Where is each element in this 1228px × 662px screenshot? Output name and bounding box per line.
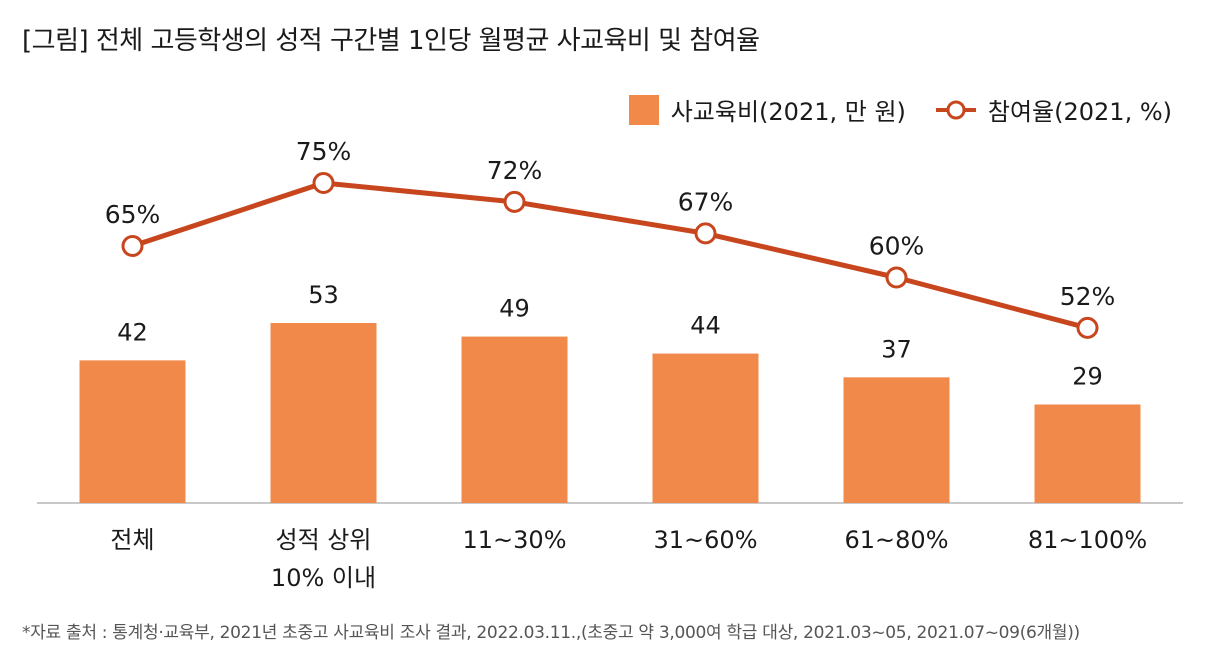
bar-value-label-1: 53 [308, 281, 339, 309]
chart-title: [그림] 전체 고등학생의 성적 구간별 1인당 월평균 사교육비 및 참여율 [22, 26, 760, 56]
legend-bar-swatch [628, 94, 659, 125]
bar-5 [1034, 404, 1141, 503]
legend-line-marker-icon [935, 100, 976, 119]
rate-value-label-5: 52% [1060, 282, 1116, 311]
bar-value-label-0: 42 [117, 318, 148, 346]
rate-value-label-3: 67% [678, 187, 734, 216]
rate-point-2 [503, 190, 526, 213]
rate-point-0 [121, 235, 144, 257]
category-label-5-0: 81~100% [1028, 526, 1147, 554]
rate-point-5 [1076, 316, 1099, 339]
bar-value-label-2: 49 [499, 295, 530, 323]
rate-value-label-2: 72% [487, 156, 543, 185]
category-label-4-0: 61~80% [845, 526, 949, 554]
category-label-1-1: 10% 이내 [271, 564, 376, 592]
legend: 사교육비(2021, 만 원) 참여율(2021, %) [628, 92, 1172, 127]
rate-point-1 [312, 172, 335, 194]
legend-item-cost: 사교육비(2021, 만 원) [628, 92, 906, 127]
category-label-2-0: 11~30% [463, 526, 567, 554]
category-label-3-0: 31~60% [654, 526, 758, 554]
bar-0 [79, 360, 186, 503]
bar-value-label-3: 44 [690, 312, 721, 340]
bar-4 [843, 377, 950, 503]
category-label-1-0: 성적 상위 [276, 526, 372, 554]
legend-item-rate: 참여율(2021, %) [935, 92, 1172, 127]
legend-label-cost: 사교육비(2021, 만 원) [670, 98, 906, 126]
legend-label-rate: 참여율(2021, %) [987, 98, 1172, 126]
source-note: *자료 출처 : 통계청·교육부, 2021년 초중고 사교육비 조사 결과, … [22, 623, 1080, 643]
bar-2 [461, 336, 568, 503]
rate-line [131, 180, 1089, 331]
rate-point-4 [885, 266, 908, 289]
rate-point-3 [694, 222, 717, 245]
bar-value-label-4: 37 [881, 335, 912, 363]
bar-3 [652, 353, 759, 503]
bar-1 [270, 323, 377, 503]
bar-value-label-5: 29 [1072, 363, 1103, 391]
rate-value-label-1: 75% [296, 137, 352, 166]
rate-value-label-0: 65% [105, 200, 161, 229]
rate-value-label-4: 60% [869, 232, 925, 261]
category-label-0-0: 전체 [110, 526, 154, 554]
